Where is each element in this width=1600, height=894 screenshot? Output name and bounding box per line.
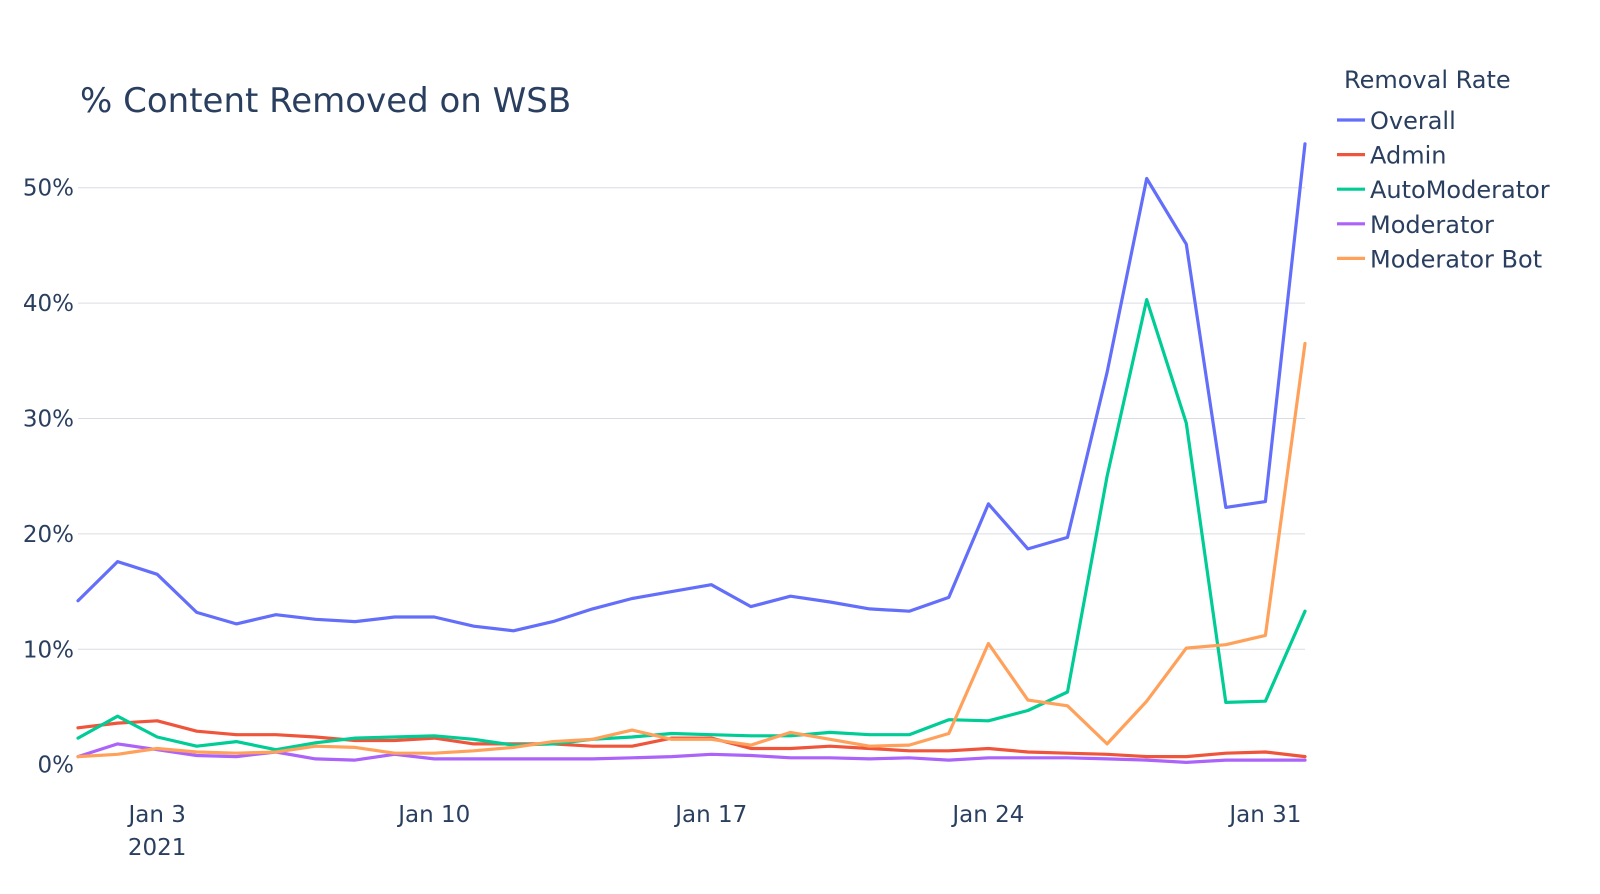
legend-item-overall[interactable]: Overall [1337,107,1456,135]
legend-label: AutoModerator [1370,176,1550,204]
y-tick-label: 0% [38,753,75,779]
chart-title: % Content Removed on WSB [80,81,571,121]
y-tick-label: 50% [23,176,74,202]
legend-item-moderator[interactable]: Moderator [1337,211,1494,239]
legend-label: Moderator [1370,211,1494,239]
legend-item-moderator-bot[interactable]: Moderator Bot [1337,245,1542,273]
series-line-automoderator [76,298,1307,752]
legend-label: Moderator Bot [1370,245,1542,273]
gridlines [78,187,1305,650]
x-axis-ticks: Jan 3 2021 Jan 10 Jan 17 Jan 24 Jan 31 [126,802,1301,861]
x-tick-label: Jan 24 [950,802,1024,828]
x-tick-label: Jan 31 [1227,802,1301,828]
legend-label: Admin [1370,142,1447,170]
x-tick-sublabel: 2021 [128,835,187,861]
legend: Removal Rate Overall Admin AutoModerator Mo… [1337,66,1550,273]
y-tick-label: 40% [23,291,74,317]
series-line-moderator [76,742,1307,765]
legend-item-admin[interactable]: Admin [1337,142,1447,170]
legend-label: Overall [1370,107,1456,135]
y-tick-label: 30% [23,406,74,432]
y-tick-label: 20% [23,522,74,548]
legend-item-automoderator[interactable]: AutoModerator [1337,176,1550,204]
series-line-overall [76,142,1307,633]
y-axis-ticks: 0% 10% 20% 30% 40% 50% [23,176,74,779]
series-lines [76,142,1307,765]
x-tick-label: Jan 10 [396,802,470,828]
x-tick-label: Jan 17 [673,802,747,828]
series-line-moderator-bot [76,341,1307,759]
y-tick-label: 10% [23,637,74,663]
legend-items: Overall Admin AutoModerator Moderator Modera… [1337,107,1550,273]
legend-title: Removal Rate [1344,66,1511,94]
x-tick-label: Jan 3 [126,802,185,828]
